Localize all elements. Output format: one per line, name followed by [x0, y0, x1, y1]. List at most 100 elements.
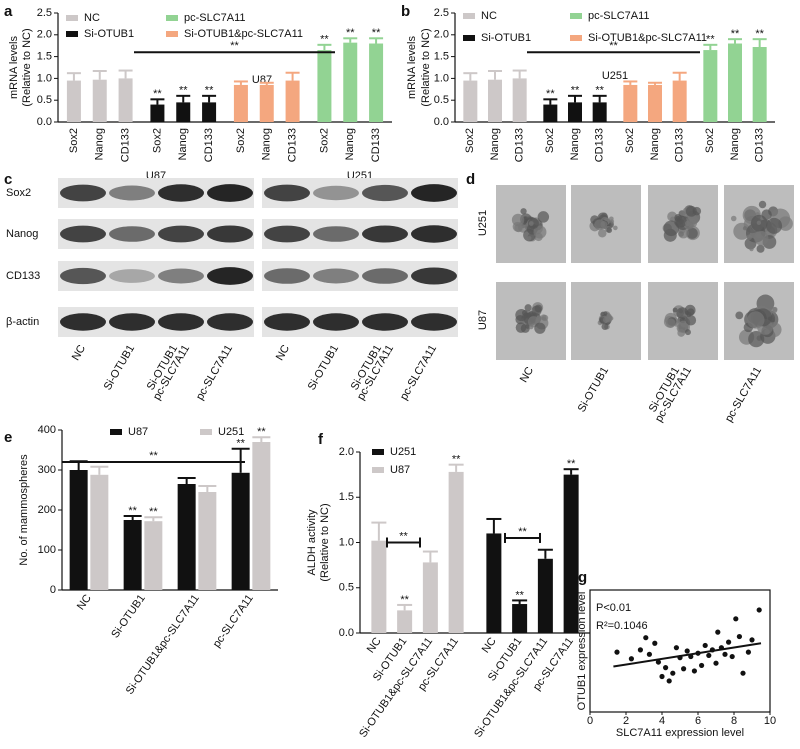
blot-column-label: Si-OTUB1: [306, 343, 341, 392]
annotation: P<0.01: [596, 602, 631, 614]
blot-band: [60, 313, 106, 331]
bracket-label: **: [518, 526, 527, 538]
panel-letter: e: [4, 429, 12, 446]
y-tick-label: 2.0: [339, 446, 354, 458]
blot-band: [109, 226, 155, 242]
blot-band: [158, 225, 204, 243]
bar: [512, 78, 527, 122]
sphere-cell: [515, 308, 528, 322]
blot-band: [264, 225, 310, 243]
y-tick-label: 1.0: [434, 72, 449, 84]
sphere-cell: [665, 318, 676, 328]
bar: [463, 80, 478, 122]
bar: [285, 80, 300, 122]
bar: [231, 472, 250, 590]
bar: [623, 84, 638, 122]
bar: [259, 84, 274, 122]
bar: [252, 442, 271, 590]
blot-band: [207, 184, 253, 202]
sphere-cell: [603, 311, 608, 316]
x-tick-label: CD133: [203, 128, 215, 162]
x-tick-label: Sox2: [151, 128, 163, 153]
point: [722, 651, 728, 657]
y-tick-label: 0.5: [339, 582, 354, 594]
sphere-cell: [541, 314, 549, 322]
y-axis-label: OTUB1 expression level: [576, 592, 588, 711]
blot-column-label: Si-OTUB1: [102, 343, 137, 392]
sphere-row-label: U251: [477, 210, 489, 236]
sphere-cell: [684, 329, 691, 336]
point: [756, 607, 762, 613]
blot-band: [158, 313, 204, 331]
x-tick-label: pc-SLC7A11: [211, 593, 256, 650]
sphere-cell: [672, 307, 678, 313]
sphere-row-label: U87: [477, 310, 489, 330]
y-axis-label: ALDH activity: [306, 509, 318, 576]
panel-letter: d: [466, 171, 475, 188]
point: [663, 665, 669, 671]
sphere-cell: [678, 227, 689, 239]
x-tick-label: 10: [764, 715, 776, 727]
y-axis-label: No. of mammospheres: [18, 454, 30, 566]
y-tick-label: 1.5: [37, 51, 52, 63]
point: [681, 666, 687, 672]
legend-swatch: [463, 35, 475, 41]
blot-band: [60, 267, 106, 285]
significance-mark: **: [571, 85, 580, 97]
sphere-cell: [534, 304, 543, 313]
bar: [150, 104, 165, 122]
bracket-label: **: [230, 40, 239, 52]
significance-mark: **: [452, 454, 461, 466]
sphere-cell: [747, 311, 765, 329]
significance-mark: **: [236, 438, 245, 450]
y-tick-label: 1.5: [434, 51, 449, 63]
point: [713, 660, 719, 666]
bar: [568, 102, 582, 122]
blot-band: [362, 184, 408, 202]
x-tick-label: Nanog: [729, 128, 741, 160]
blot-band: [411, 267, 457, 285]
bracket-label: **: [149, 450, 158, 462]
y-tick-label: 1.0: [37, 72, 52, 84]
sphere-column-label: pc-SLC7A11: [723, 365, 764, 424]
legend-swatch: [66, 15, 78, 21]
chart-title: U251: [602, 70, 628, 82]
significance-mark: **: [149, 506, 158, 518]
sphere-cell: [749, 246, 754, 252]
bar: [422, 562, 438, 633]
point: [628, 656, 635, 662]
sphere-cell: [758, 200, 767, 209]
point: [643, 635, 649, 641]
y-axis-label: (Relative to NC): [21, 28, 33, 106]
point: [699, 662, 705, 669]
sphere-cell: [534, 322, 546, 334]
sphere-cell: [524, 304, 532, 312]
legend-swatch: [372, 449, 384, 455]
bar: [648, 84, 662, 122]
bar: [448, 471, 464, 633]
plot-frame: [589, 589, 771, 713]
y-axis-label: (Relative to NC): [420, 28, 432, 106]
blot-band: [362, 313, 408, 331]
bar: [543, 104, 558, 122]
significance-mark: **: [546, 88, 555, 100]
legend-swatch: [200, 429, 212, 435]
bar: [233, 84, 248, 122]
x-tick-label: Si-OTUB1: [109, 593, 148, 641]
bar: [752, 47, 767, 123]
point: [684, 648, 690, 654]
point: [749, 637, 755, 643]
significance-mark: **: [346, 27, 355, 39]
blot-band: [313, 185, 359, 201]
sphere-cell: [686, 227, 698, 239]
y-tick-label: 200: [38, 504, 56, 516]
bar: [90, 474, 109, 590]
significance-mark: **: [372, 27, 381, 39]
blot-band: [313, 226, 359, 242]
legend-label: U251: [218, 426, 244, 438]
blot-row-label: CD133: [6, 270, 40, 282]
blot-band: [264, 184, 310, 202]
x-tick-label: 8: [731, 715, 737, 727]
sphere-cell: [746, 234, 753, 240]
sphere-cell: [684, 220, 691, 227]
